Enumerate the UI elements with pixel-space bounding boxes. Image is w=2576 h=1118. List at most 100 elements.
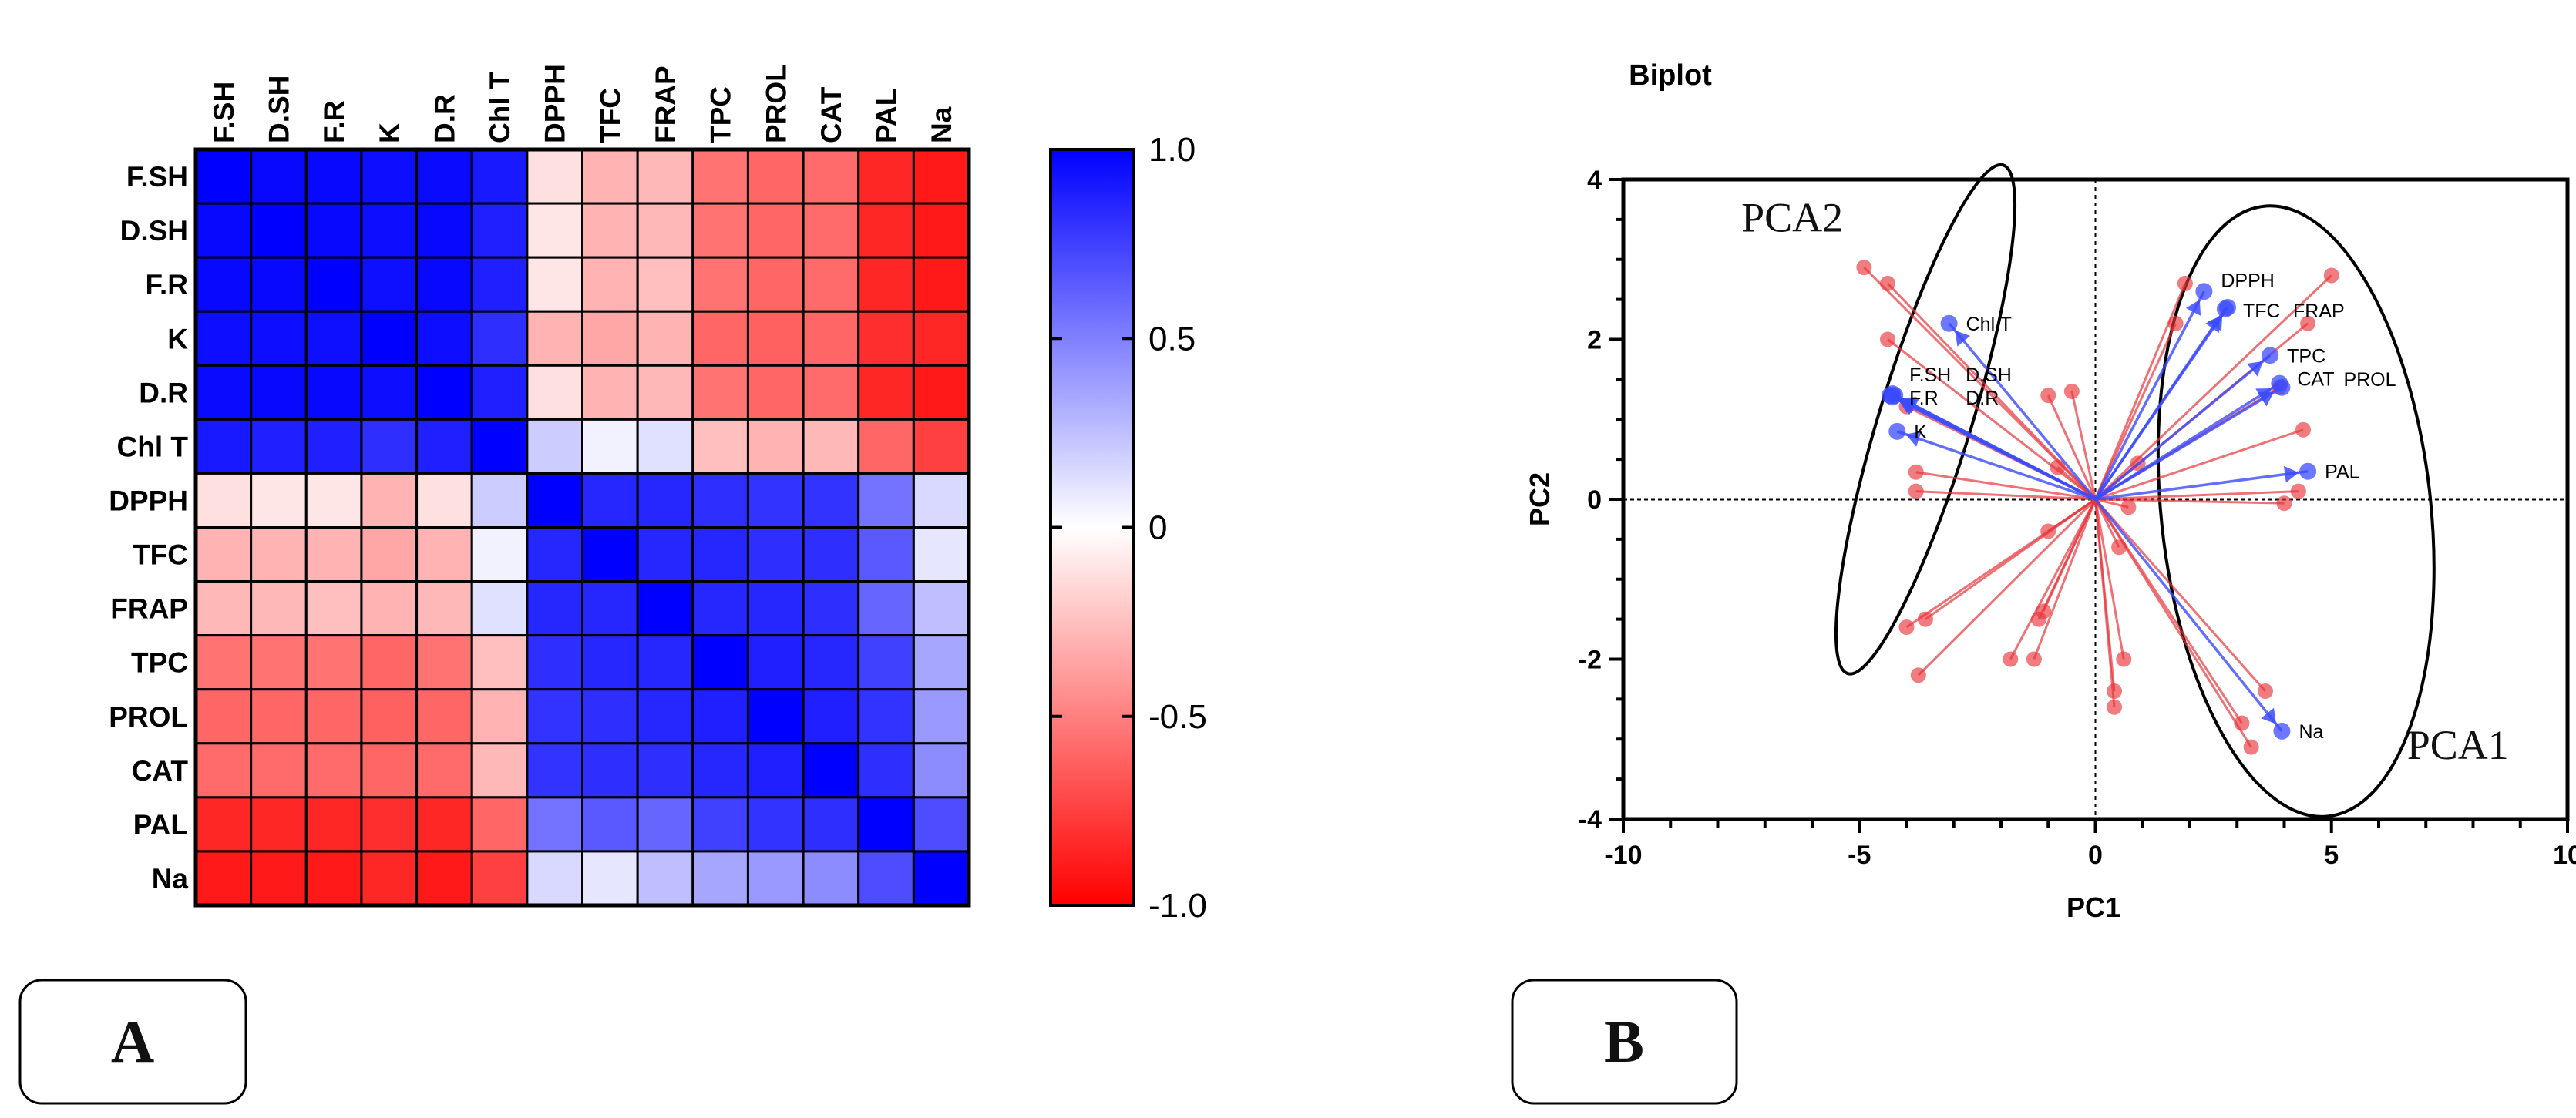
heatmap-cell-DR-ChlT [470,364,529,421]
heatmap-cell-DSH-CAT [802,202,860,259]
loading-arrowhead-icon [1905,431,1922,447]
score-line [1915,490,2096,501]
score-point [1908,483,1924,499]
heatmap-cell-FR-DSH [250,256,308,313]
y-tick-label: 2 [1587,326,1602,355]
heatmap-cell-PROL-Na [912,688,970,745]
row-label: Chl T [117,431,189,462]
loading-vector [2094,498,2283,732]
heatmap-cell-TPC-FSH [194,634,253,691]
row-label: CAT [132,755,189,787]
heatmap-cell-TPC-FRAP [636,634,694,691]
heatmap-cell-DR-PAL [857,364,915,421]
loading-arrowhead-icon [2283,465,2299,483]
heatmap-cell-ChlT-DPPH [526,418,583,475]
heatmap-cell-K-PAL [857,310,915,367]
heatmap-cell-DR-PROL [746,364,805,421]
row-label: F.R [146,269,189,300]
heatmap-cell-DSH-FRAP [636,202,694,259]
heatmap-cell-DSH-ChlT [470,202,529,259]
heatmap-cell-DPPH-FR [304,472,363,529]
heatmap-cell-DPPH-CAT [802,472,860,529]
column-label: CAT [816,86,847,143]
heatmap-cell-FRAP-DPPH [526,580,583,637]
row-label: FRAP [110,593,188,625]
score-line [2094,499,2116,707]
score-point [1898,619,1915,635]
panel-a-label: A [111,1008,154,1075]
heatmap-cell-DSH-TFC [581,202,639,259]
heatmap-cell-PROL-CAT [802,688,860,745]
score-point [2063,383,2080,399]
heatmap-cell-ChlT-K [360,418,419,475]
heatmap-cell-TPC-CAT [802,634,860,691]
heatmap-cell-PROL-TFC [581,688,639,745]
pca2-label: PCA2 [1741,194,1843,240]
loading-arrowhead-icon [1902,398,1919,414]
heatmap-cell-DPPH-TFC [581,472,639,529]
heatmap-cell-Na-PROL [746,850,805,907]
score-point [2258,683,2273,699]
column-label: PROL [760,64,792,143]
heatmap-cell-DSH-PAL [857,202,915,259]
column-label: Chl T [484,72,516,143]
heatmap-cell-K-PROL [746,310,805,367]
heatmap-cell-DSH-FSH [194,202,253,259]
heatmap-cell-TFC-PAL [857,526,915,583]
heatmap-cell-FR-DPPH [526,256,583,313]
row-label: D.SH [120,215,188,247]
heatmap-cell-DPPH-PAL [857,472,915,529]
score-point [2116,651,2132,667]
loading-label: D.R [1966,388,1999,409]
heatmap-cell-K-K [360,310,419,367]
heatmap-cell-CAT-K [360,742,419,799]
heatmap-cell-ChlT-TPC [691,418,749,475]
heatmap-cell-DR-DSH [250,364,308,421]
heatmap-cell-FR-K [360,256,419,313]
loading-point [2273,378,2291,396]
heatmap-cell-FSH-K [360,148,419,205]
score-point [2120,499,2137,515]
heatmap-cell-TFC-DPPH [526,526,583,583]
heatmap-cell-TPC-PROL [746,634,805,691]
heatmap-cell-TFC-FSH [194,526,253,583]
heatmap-cell-DR-FR [304,364,363,421]
score-line [1905,498,2097,629]
heatmap-cell-TPC-TPC [691,634,749,691]
column-label: F.SH [208,82,240,143]
row-label: PROL [109,701,188,733]
biplot: -10 -5 0 5 10 4 2 0 -2 -4 PCA2 PCA1 Chl T F.SH D.SH F.R… [1579,163,2576,870]
heatmap-cell-ChlT-PROL [746,418,805,475]
heatmap-cell-ChlT-CAT [802,418,860,475]
heatmap-cell-TFC-ChlT [470,526,529,583]
colorbar-tick-label: -0.5 [1148,698,1207,736]
row-label: TPC [131,647,188,679]
heatmap-cell-DR-DR [415,364,473,421]
loading-point [2195,283,2213,300]
heatmap-cell-PAL-TFC [581,796,639,853]
heatmap-cell-ChlT-DSH [250,418,308,475]
heatmap-cell-DPPH-ChlT [470,472,529,529]
heatmap-cell-TFC-PROL [746,526,805,583]
loading-point [1886,387,1904,405]
heatmap-cell-Na-CAT [802,850,860,907]
heatmap-cell-TFC-K [360,526,419,583]
heatmap-cell-PAL-ChlT [470,796,529,853]
column-label: FRAP [650,65,681,143]
x-tick-label: -5 [1848,841,1871,870]
heatmap-cell-CAT-FRAP [636,742,694,799]
colorbar: 1.0 0.5 0 -0.5 -1.0 [1049,131,1207,925]
heatmap-cell-Na-DR [415,850,473,907]
score-point [2167,315,2184,331]
score-point [2040,388,2056,404]
heatmap-cell-Na-PAL [857,850,915,907]
heatmap-cell-FSH-FR [304,148,363,205]
score-line [2009,499,2097,660]
heatmap-cell-DR-TPC [691,364,749,421]
heatmap-cell-DSH-PROL [746,202,805,259]
heatmap-cell-DR-TFC [581,364,639,421]
heatmap-cell-ChlT-Na [912,418,970,475]
score-point [2050,459,2066,475]
loading-label: FRAP [2293,300,2345,322]
y-tick-label: -4 [1579,805,1602,834]
